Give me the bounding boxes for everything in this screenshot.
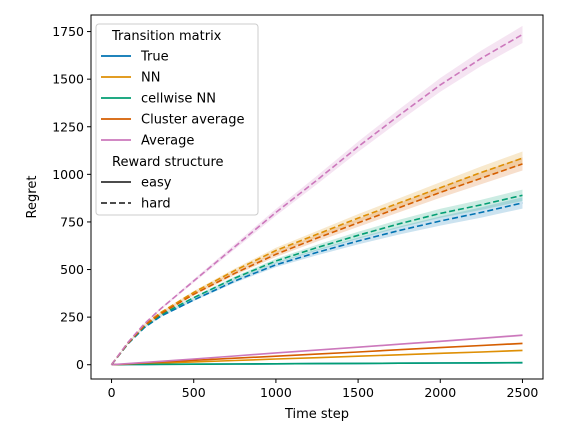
- series-lines: [110, 33, 523, 366]
- y-tick-label: 0: [76, 357, 84, 372]
- x-tick-label: 2000: [424, 385, 456, 400]
- y-tick-label: 500: [60, 262, 84, 277]
- x-tick-label: 1500: [342, 385, 374, 400]
- x-axis: 0 500 1000 1500 2000 2500: [108, 379, 539, 400]
- legend-label-easy: easy: [141, 176, 172, 191]
- line-average-hard: [110, 33, 523, 366]
- x-tick-label: 2500: [507, 385, 539, 400]
- band-nn-hard: [111, 151, 523, 365]
- line-cluster-average-hard: [110, 163, 523, 366]
- legend-label-true: True: [140, 50, 169, 65]
- line-average-easy: [111, 334, 523, 366]
- y-tick-label: 750: [60, 214, 84, 229]
- y-axis: 0 250 500 750 1000 1250 1500 1750: [52, 24, 91, 372]
- y-tick-label: 1000: [52, 167, 84, 182]
- legend-color-title: Transition matrix: [111, 29, 222, 44]
- y-axis-label: Regret: [25, 176, 40, 219]
- y-tick-label: 1500: [52, 72, 84, 87]
- band-true-hard: [111, 197, 523, 365]
- plot-frame: [90, 14, 544, 380]
- x-axis-label: Time step: [284, 407, 349, 422]
- legend-label-cluster-average: Cluster average: [141, 113, 245, 128]
- legend[interactable]: Transition matrix True NN cellwise NN Clust…: [95, 23, 259, 216]
- x-tick-label: 500: [182, 385, 206, 400]
- line-cellwise-nn-easy: [111, 361, 523, 366]
- legend-box: [95, 23, 259, 216]
- legend-style-title: Reward structure: [112, 155, 224, 170]
- legend-style-entries: easy hard: [101, 176, 172, 212]
- x-tick-label: 0: [108, 385, 116, 400]
- band-cellwise-nn-hard: [111, 189, 523, 365]
- y-tick-label: 250: [60, 310, 84, 325]
- legend-label-average: Average: [141, 134, 194, 149]
- line-nn-hard: [110, 157, 523, 366]
- y-tick-label: 1250: [52, 119, 84, 134]
- y-tick-label: 1750: [52, 24, 84, 39]
- legend-label-cellwise-nn: cellwise NN: [141, 92, 216, 107]
- band-cluster-average-hard: [111, 157, 523, 365]
- legend-color-entries: True NN cellwise NN Cluster average Average: [101, 50, 245, 149]
- legend-label-hard: hard: [141, 197, 171, 212]
- legend-label-nn: NN: [141, 71, 160, 86]
- band-average-hard: [111, 25, 523, 365]
- x-tick-label: 1000: [260, 385, 292, 400]
